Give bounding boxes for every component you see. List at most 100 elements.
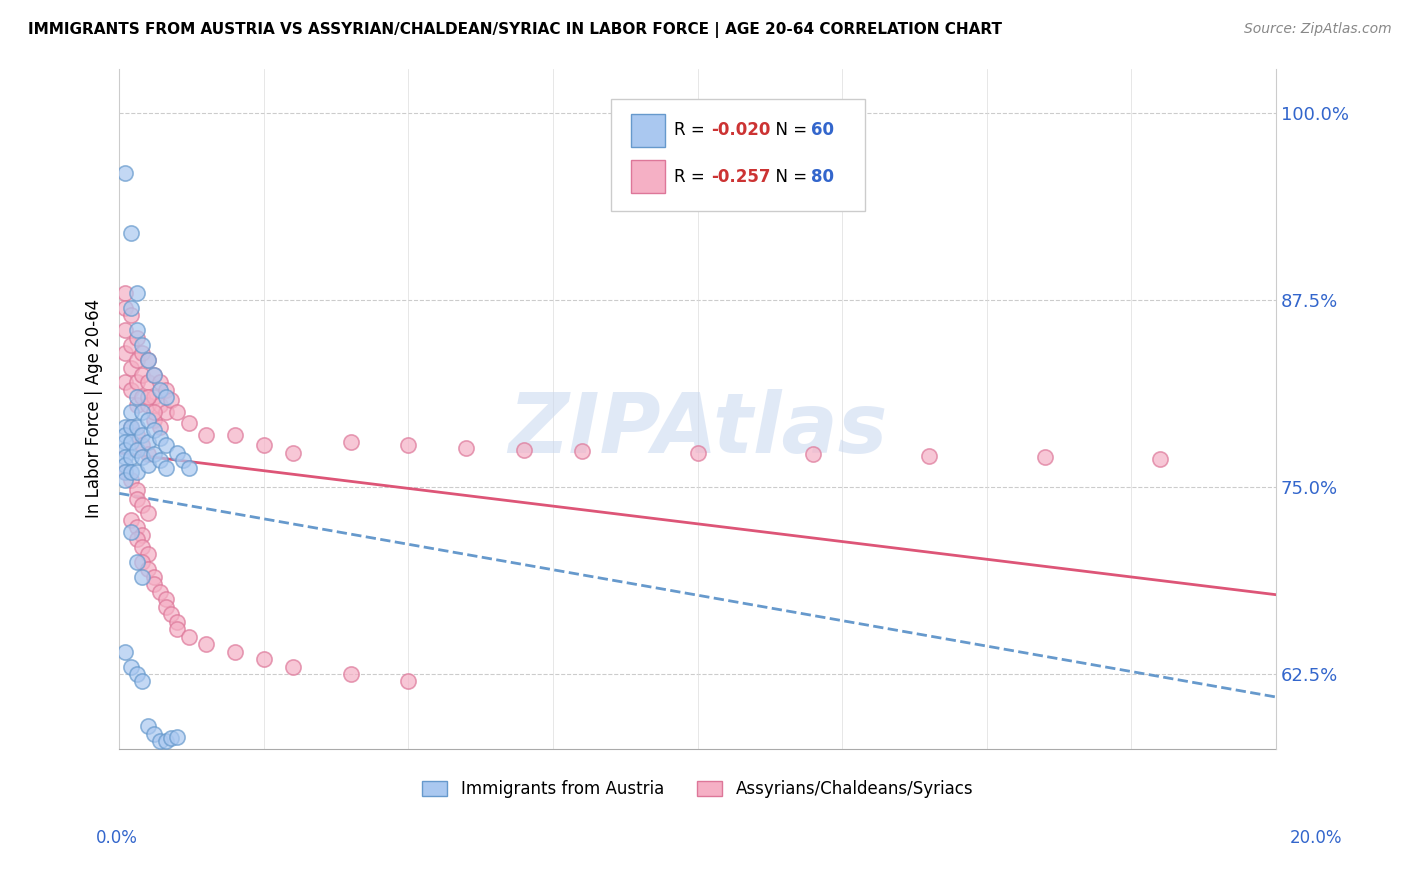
Point — [136, 391, 159, 405]
Text: IMMIGRANTS FROM AUSTRIA VS ASSYRIAN/CHALDEAN/SYRIAC IN LABOR FORCE | AGE 20-64 C: IMMIGRANTS FROM AUSTRIA VS ASSYRIAN/CHAL… — [28, 22, 1002, 38]
Point — [166, 446, 188, 460]
Point — [224, 427, 246, 442]
Point — [131, 427, 153, 442]
Point — [120, 465, 142, 479]
Point — [114, 420, 136, 434]
Point — [125, 398, 148, 412]
Point — [125, 353, 148, 368]
Text: R =: R = — [675, 121, 710, 139]
FancyBboxPatch shape — [630, 114, 665, 147]
Point — [125, 391, 148, 405]
Text: 60: 60 — [811, 121, 834, 139]
Point — [131, 345, 153, 359]
Text: N =: N = — [765, 121, 813, 139]
Point — [120, 338, 142, 352]
Point — [114, 764, 136, 779]
Text: Source: ZipAtlas.com: Source: ZipAtlas.com — [1244, 22, 1392, 37]
Point — [136, 353, 159, 368]
Point — [160, 393, 183, 408]
Point — [131, 570, 153, 584]
Point — [1033, 450, 1056, 465]
Point — [136, 506, 159, 520]
Point — [125, 323, 148, 337]
Point — [114, 285, 136, 300]
Point — [120, 301, 142, 315]
Text: 80: 80 — [811, 168, 834, 186]
Point — [136, 719, 159, 733]
Y-axis label: In Labor Force | Age 20-64: In Labor Force | Age 20-64 — [86, 299, 103, 518]
Point — [131, 498, 153, 512]
Point — [155, 438, 177, 452]
Point — [120, 420, 142, 434]
Point — [149, 734, 172, 748]
Point — [120, 405, 142, 419]
Point — [120, 420, 142, 434]
Point — [456, 442, 478, 456]
Point — [131, 391, 153, 405]
Point — [155, 460, 177, 475]
Point — [136, 376, 159, 390]
Point — [125, 376, 148, 390]
Point — [160, 731, 183, 746]
Point — [114, 301, 136, 315]
Point — [131, 674, 153, 689]
Point — [136, 548, 159, 562]
Point — [143, 413, 166, 427]
Point — [398, 674, 420, 689]
Point — [114, 442, 136, 457]
Point — [195, 427, 218, 442]
Point — [125, 465, 148, 479]
Point — [114, 435, 136, 450]
Point — [120, 450, 142, 465]
Point — [281, 446, 304, 460]
Point — [177, 416, 200, 430]
Point — [120, 524, 142, 539]
Point — [131, 555, 153, 569]
Point — [149, 431, 172, 445]
FancyBboxPatch shape — [610, 99, 865, 211]
Text: 20.0%: 20.0% — [1291, 829, 1343, 847]
Point — [125, 420, 148, 434]
Point — [149, 584, 172, 599]
Point — [166, 615, 188, 629]
Point — [120, 659, 142, 673]
Point — [136, 447, 159, 461]
Point — [149, 453, 172, 467]
Point — [143, 570, 166, 584]
Point — [120, 767, 142, 781]
Point — [114, 465, 136, 479]
Point — [114, 473, 136, 487]
Point — [143, 368, 166, 382]
Point — [253, 438, 276, 452]
Point — [136, 562, 159, 576]
Point — [224, 644, 246, 658]
Point — [155, 599, 177, 614]
Point — [125, 533, 148, 547]
Point — [114, 427, 136, 442]
Point — [143, 368, 166, 382]
Point — [155, 592, 177, 607]
Point — [149, 420, 172, 434]
Point — [114, 644, 136, 658]
Point — [136, 458, 159, 472]
Point — [143, 577, 166, 591]
Point — [131, 540, 153, 554]
Point — [120, 513, 142, 527]
Text: N =: N = — [765, 168, 813, 186]
Point — [177, 460, 200, 475]
Point — [155, 391, 177, 405]
Point — [114, 323, 136, 337]
Point — [571, 444, 593, 458]
Point — [801, 447, 824, 461]
Point — [339, 667, 361, 681]
Point — [131, 405, 153, 419]
Point — [1149, 451, 1171, 466]
Point — [155, 383, 177, 397]
Point — [125, 520, 148, 534]
FancyBboxPatch shape — [630, 161, 665, 193]
Point — [149, 398, 172, 412]
Point — [114, 376, 136, 390]
Point — [120, 360, 142, 375]
Point — [114, 345, 136, 359]
Text: R =: R = — [675, 168, 710, 186]
